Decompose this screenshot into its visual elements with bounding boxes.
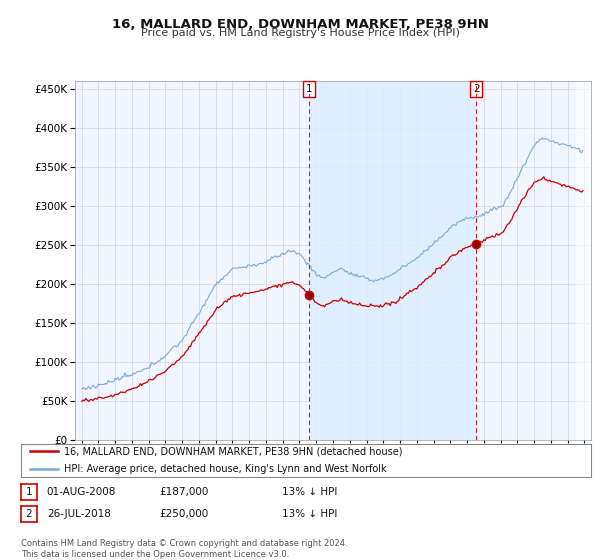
Text: 13% ↓ HPI: 13% ↓ HPI (282, 487, 337, 497)
Bar (576, 81, 593, 440)
Text: 1: 1 (25, 487, 32, 497)
Text: £250,000: £250,000 (159, 509, 208, 519)
Text: 2: 2 (25, 509, 32, 519)
Text: 01-AUG-2008: 01-AUG-2008 (47, 487, 116, 497)
Text: 16, MALLARD END, DOWNHAM MARKET, PE38 9HN (detached house): 16, MALLARD END, DOWNHAM MARKET, PE38 9H… (64, 446, 402, 456)
Text: £187,000: £187,000 (159, 487, 208, 497)
Bar (309, 81, 476, 440)
Text: Contains HM Land Registry data © Crown copyright and database right 2024.
This d: Contains HM Land Registry data © Crown c… (21, 539, 347, 559)
Text: 2: 2 (473, 84, 479, 94)
Text: Price paid vs. HM Land Registry's House Price Index (HPI): Price paid vs. HM Land Registry's House … (140, 28, 460, 38)
Text: 16, MALLARD END, DOWNHAM MARKET, PE38 9HN: 16, MALLARD END, DOWNHAM MARKET, PE38 9H… (112, 18, 488, 31)
Text: 13% ↓ HPI: 13% ↓ HPI (282, 509, 337, 519)
Text: 26-JUL-2018: 26-JUL-2018 (47, 509, 110, 519)
Text: HPI: Average price, detached house, King's Lynn and West Norfolk: HPI: Average price, detached house, King… (64, 464, 386, 474)
Text: 1: 1 (306, 84, 313, 94)
